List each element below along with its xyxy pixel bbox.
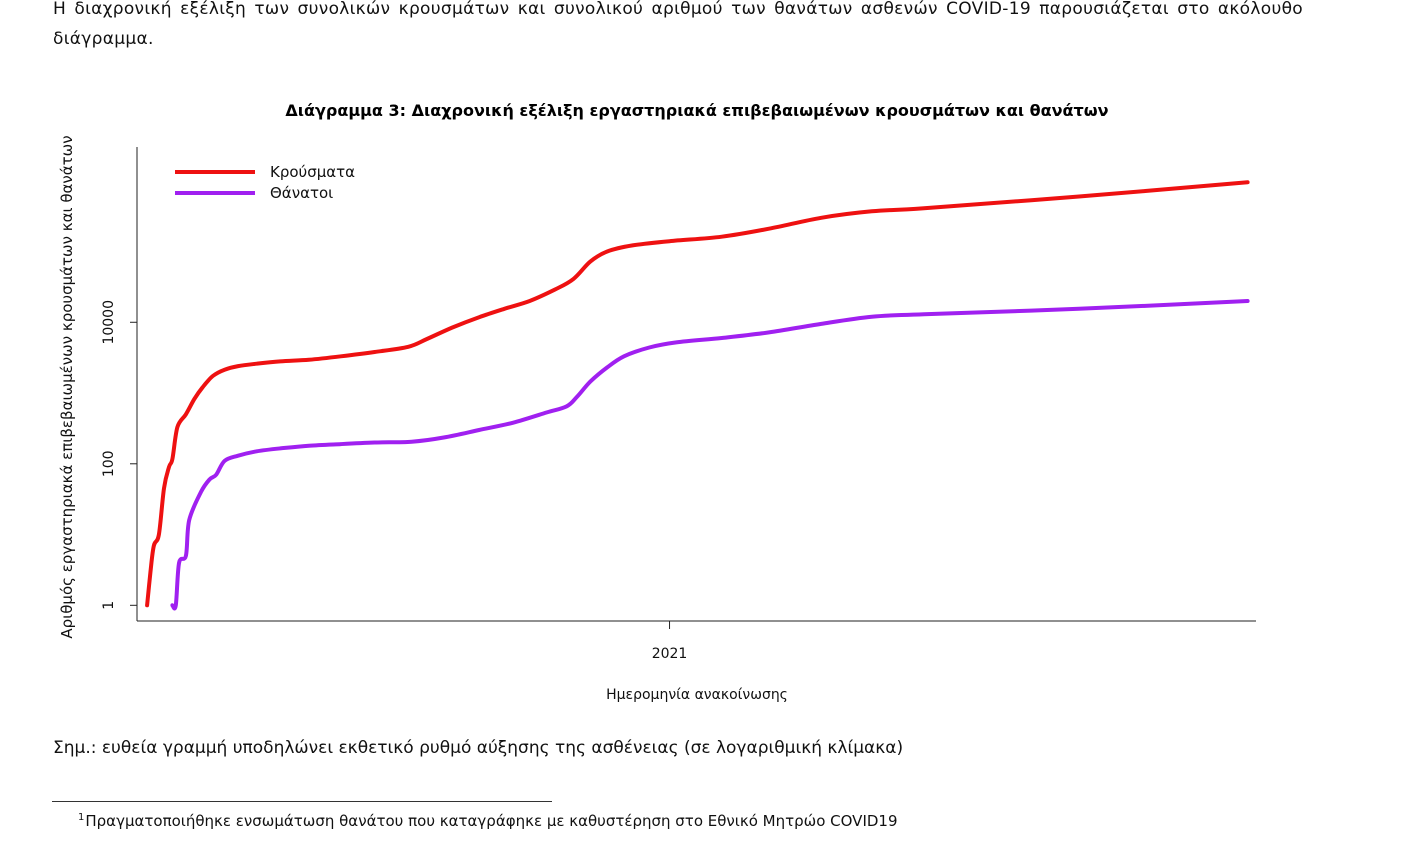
footnote-text: Πραγματοποιήθηκε ενσωμάτωση θανάτου που … [85, 812, 898, 830]
y-tick-label: 10000 [101, 300, 117, 345]
x-axis-label: Ημερομηνία ανακοίνωσης [606, 687, 788, 703]
legend-label: Θάνατοι [270, 184, 333, 202]
y-tick-label: 100 [101, 450, 117, 477]
footnote-divider [52, 801, 552, 802]
chart-note: Σημ.: ευθεία γραμμή υποδηλώνει εκθετικό … [53, 738, 904, 758]
footnote-mark: 1 [78, 812, 85, 823]
x-tick-label: 2021 [652, 646, 688, 662]
y-axis-label: Αριθμός εργαστηριακά επιβεβαιωμένων κρου… [58, 135, 76, 638]
footnote: 1Πραγματοποιήθηκε ενσωμάτωση θανάτου που… [78, 812, 898, 830]
legend-label: Κρούσματα [270, 163, 355, 181]
chart-legend: Κρούσματα Θάνατοι [175, 163, 355, 202]
intro-paragraph: Η διαχρονική εξέλιξη των συνολικών κρουσ… [53, 0, 1303, 49]
chart-axes: 1 100 10000 2021 [101, 147, 1256, 662]
y-tick-label: 1 [101, 601, 117, 610]
series-line-2 [170, 299, 1250, 611]
chart-title: Διάγραμμα 3: Διαχρονική εξέλιξη εργαστηρ… [285, 101, 1108, 120]
chart-series [145, 180, 1250, 611]
series-line-1 [145, 180, 1250, 608]
